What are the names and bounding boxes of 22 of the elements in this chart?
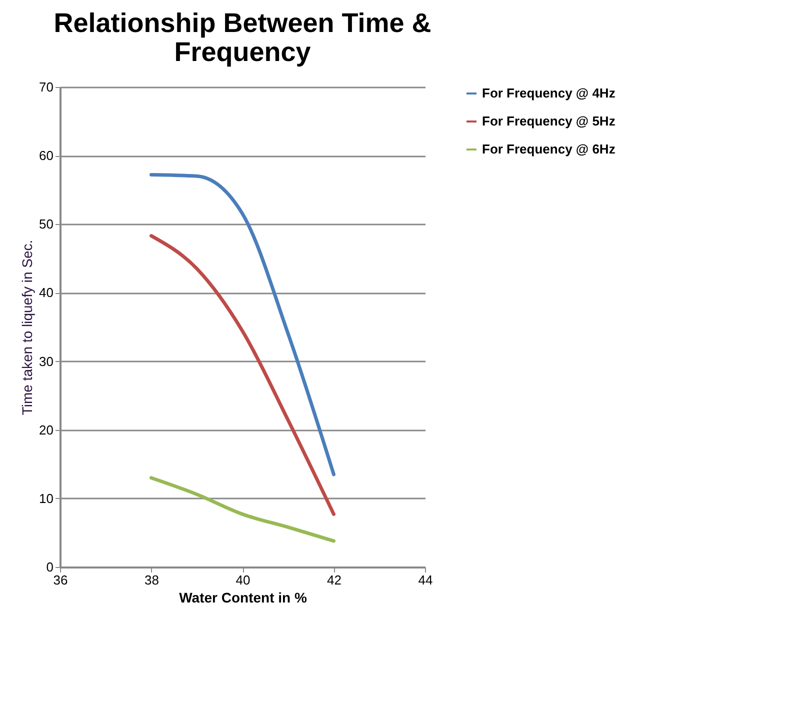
legend-label: For Frequency @ 6Hz — [482, 142, 616, 156]
line-series — [150, 173, 336, 476]
y-tick-label: 60 — [39, 148, 54, 164]
y-tick-label: 10 — [39, 490, 54, 506]
x-tick-label: 44 — [418, 572, 433, 588]
y-tick-label: 40 — [39, 285, 54, 300]
y-tick-label: 20 — [39, 422, 54, 438]
line-series — [150, 476, 336, 543]
legend-label: For Frequency @ 4Hz — [482, 86, 616, 100]
y-axis-title: Time taken to liquefy in Sec. — [19, 240, 36, 416]
line-series — [150, 234, 336, 516]
y-tick-label: 0 — [46, 560, 54, 574]
legend-label: For Frequency @ 5Hz — [482, 114, 616, 128]
x-axis-title: Water Content in % — [179, 590, 308, 606]
x-tick-label: 38 — [144, 572, 159, 588]
x-tick-label: 40 — [236, 572, 250, 588]
chart-title: Relationship Between Time & Frequency — [54, 8, 432, 67]
y-tick-label: 30 — [39, 354, 54, 369]
x-tick-label: 36 — [53, 572, 68, 588]
y-tick-label: 70 — [39, 80, 54, 94]
x-tick-label: 42 — [327, 572, 342, 588]
y-tick-label: 50 — [39, 216, 54, 232]
